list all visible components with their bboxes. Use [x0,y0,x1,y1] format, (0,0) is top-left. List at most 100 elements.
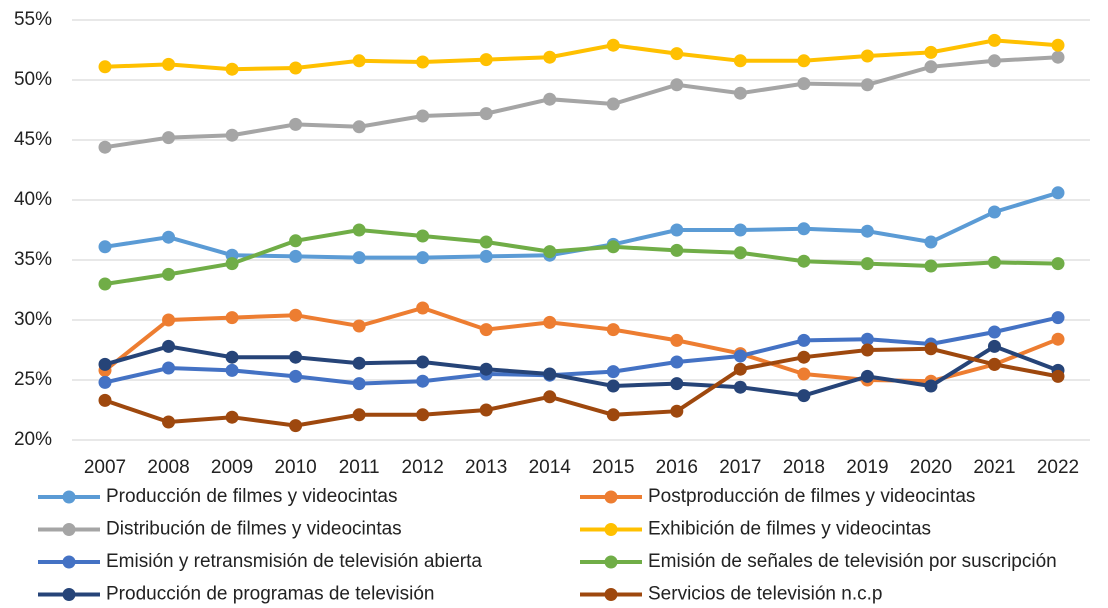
x-tick-label: 2018 [783,457,825,478]
point [606,379,620,393]
series-line [104,346,1059,428]
point [352,251,366,265]
y-tick-label: 40% [14,189,52,210]
point [225,410,239,424]
y-tick-label: 55% [14,9,52,30]
legend-label: Producción de filmes y videocintas [106,486,397,507]
point [98,393,112,407]
point [987,33,1001,47]
point [606,38,620,52]
point [797,389,811,403]
point [797,350,811,364]
series-line [104,55,1059,150]
point [289,350,303,364]
point [860,332,874,346]
point [352,377,366,391]
point [289,369,303,383]
point [416,229,430,243]
point [670,355,684,369]
legend-marker [62,555,76,569]
point [860,257,874,271]
legend-label: Producción de programas de televisión [106,584,434,605]
point [733,362,747,376]
point [479,362,493,376]
point [860,224,874,238]
point [225,350,239,364]
point [606,240,620,254]
legend-marker [62,523,76,536]
point [1051,186,1065,200]
legend-label: Exhibición de filmes y videocintas [648,519,931,540]
point [479,107,493,121]
point [289,308,303,322]
point [479,323,493,337]
point [543,50,557,64]
x-tick-label: 2011 [339,457,380,478]
series-line [104,315,1059,386]
point [797,77,811,91]
point [797,367,811,381]
point [1051,311,1065,325]
point [670,223,684,237]
legend-label: Servicios de televisión n.c.p [648,584,882,605]
point [225,62,239,76]
series-line [104,344,1059,398]
legend-marker [604,588,618,601]
point [162,415,176,429]
point [543,367,557,381]
y-tick-label: 45% [14,129,52,150]
point [733,54,747,68]
point [416,355,430,369]
y-tick-label: 20% [14,429,52,450]
x-tick-label: 2020 [910,457,952,478]
x-tick-label: 2015 [592,457,634,478]
point [924,60,938,74]
point [860,369,874,383]
point [98,60,112,74]
y-tick-label: 50% [14,69,52,90]
x-tick-label: 2010 [274,457,316,478]
point [606,408,620,422]
x-tick-label: 2019 [846,457,888,478]
point [479,403,493,417]
x-tick-label: 2012 [402,457,444,478]
point [670,404,684,418]
point [670,377,684,391]
point [479,235,493,249]
point [162,339,176,353]
point [606,97,620,111]
point [860,49,874,63]
legend-label: Emisión y retransmisión de televisión ab… [106,551,482,572]
legend-marker [62,588,76,601]
legend-label: Postproducción de filmes y videocintas [648,486,975,507]
point [352,54,366,68]
point [543,390,557,404]
point [606,323,620,337]
point [733,223,747,237]
legend-label: Distribución de filmes y videocintas [106,519,402,540]
point [606,365,620,379]
point [733,349,747,363]
x-tick-label: 2008 [147,457,189,478]
point [416,55,430,69]
point [733,86,747,100]
point [352,120,366,134]
point [162,267,176,281]
point [162,361,176,375]
point [98,240,112,254]
point [289,419,303,433]
point [289,234,303,248]
point [987,325,1001,339]
point [98,277,112,291]
point [543,245,557,259]
point [797,54,811,68]
point [733,246,747,260]
point [1051,369,1065,383]
point [1051,257,1065,271]
point [225,363,239,377]
point [352,408,366,422]
point [225,257,239,271]
point [416,301,430,315]
point [352,319,366,333]
